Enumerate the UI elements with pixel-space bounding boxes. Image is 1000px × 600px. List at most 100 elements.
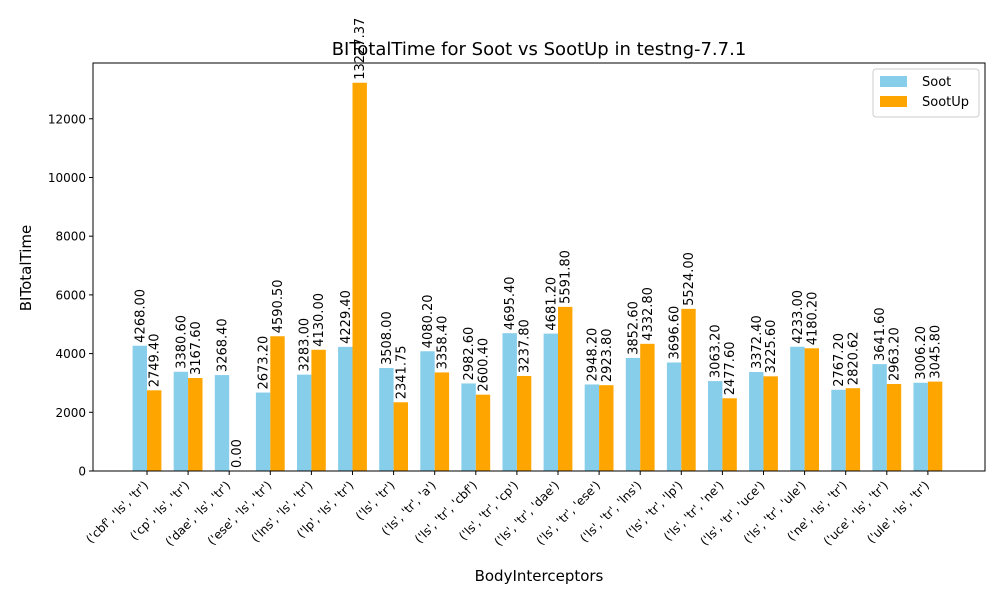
soot-bar: [749, 372, 764, 471]
y-tick-label: 4000: [55, 347, 86, 361]
bar-value-label: 0.00: [230, 439, 245, 468]
soot-bar: [831, 389, 846, 471]
soot-bar: [420, 351, 435, 471]
soot-bar: [379, 368, 394, 471]
bar-value-label: 4180.20: [805, 292, 820, 346]
sootup-bar: [599, 385, 614, 471]
y-tick-label: 0: [78, 465, 86, 479]
bar-value-label: 4229.40: [339, 290, 354, 344]
bar-value-label: 3237.80: [518, 319, 533, 373]
y-axis-ticks: 0 2000 4000 6000 8000 10000 12000: [48, 112, 93, 479]
soot-bar: [872, 364, 887, 471]
sootup-bar: [886, 384, 902, 471]
bar-value-label: 2749.40: [148, 334, 163, 388]
sootup-bar: [845, 388, 861, 471]
bars-group: [132, 82, 943, 472]
bar-value-label: 3063.20: [709, 324, 724, 378]
legend: Soot SootUp: [872, 68, 980, 118]
bar-value-label: 2948.20: [585, 328, 600, 382]
soot-bar: [255, 392, 271, 471]
x-axis-label: BodyInterceptors: [475, 567, 604, 585]
bar-value-label: 4695.40: [503, 276, 518, 330]
plot-area-frame: [92, 62, 986, 472]
bar-value-label: 2673.20: [257, 336, 272, 390]
bar-value-label: 5591.80: [559, 250, 574, 304]
y-tick-label: 2000: [55, 406, 86, 420]
bar-value-label: 4332.80: [641, 287, 656, 341]
bar-value-label: 4681.20: [544, 277, 559, 331]
bar-value-label: 3696.60: [668, 306, 683, 360]
bar-value-label: 3852.60: [627, 301, 642, 355]
soot-bar: [214, 375, 230, 471]
soot-bar: [543, 333, 558, 471]
legend-swatch: [880, 76, 907, 87]
bar-value-label: 3225.60: [764, 320, 779, 374]
soot-bar: [790, 346, 805, 471]
legend-swatch: [880, 96, 907, 107]
soot-bar: [708, 381, 723, 471]
bar-value-label: 2477.60: [723, 342, 738, 396]
soot-bar: [502, 333, 517, 471]
x-axis-ticks: ('cbf', 'ls', 'tr')('cp', 'ls', 'tr')('d…: [83, 471, 932, 549]
bar-value-label: 3268.40: [216, 318, 231, 372]
sootup-bar: [475, 394, 491, 471]
sootup-bar: [763, 376, 778, 471]
bar-value-label: 2963.20: [888, 327, 903, 381]
y-axis-label: BITotalTime: [17, 225, 35, 311]
bar-value-label: 2767.20: [832, 333, 847, 387]
bar-value-label: 4233.00: [791, 290, 806, 344]
soot-bar: [338, 346, 353, 471]
bar-value-label: 13227.37: [353, 18, 368, 80]
bar-value-label: 3358.40: [435, 316, 450, 370]
sootup-bar: [640, 343, 655, 471]
soot-bar: [913, 382, 928, 471]
bar-value-label: 3167.60: [189, 321, 204, 375]
y-tick-label: 12000: [48, 112, 86, 126]
bar-value-label: 4130.00: [312, 293, 327, 347]
chart-title: BITotalTime for Soot vs SootUp in testng…: [332, 39, 747, 60]
sootup-bar: [393, 402, 408, 471]
sootup-bar: [147, 390, 162, 471]
sootup-bar: [722, 398, 737, 471]
sootup-bar: [352, 82, 367, 472]
sootup-bar: [927, 381, 943, 471]
bar-value-label: 2600.40: [477, 338, 492, 392]
sootup-bar: [188, 378, 203, 471]
y-tick-label: 6000: [55, 288, 86, 302]
bar-value-label: 4080.20: [421, 294, 436, 348]
bar-value-label: 4268.00: [133, 289, 148, 343]
y-tick-label: 8000: [55, 230, 86, 244]
soot-bar: [173, 371, 189, 471]
bar-value-label: 2341.75: [394, 345, 409, 399]
legend-label: Soot: [922, 75, 951, 90]
soot-bar: [461, 383, 476, 471]
bar-value-label: 3508.00: [380, 311, 395, 365]
bar-value-label: 5524.00: [682, 252, 697, 306]
bar-value-label: 2923.80: [600, 328, 615, 382]
bar-value-label: 3372.40: [750, 315, 765, 369]
sootup-bar: [804, 348, 819, 471]
bar-value-label: 3380.60: [174, 315, 189, 369]
sootup-bar: [558, 306, 573, 471]
bar-value-label: 2982.60: [462, 327, 477, 381]
soot-bar: [666, 362, 682, 471]
soot-bar: [625, 357, 641, 471]
y-tick-label: 10000: [48, 171, 86, 185]
soot-bar: [132, 345, 147, 471]
sootup-bar: [516, 375, 532, 471]
sootup-bar: [270, 336, 285, 471]
bar-value-label: 3283.00: [298, 318, 313, 372]
soot-bar: [584, 384, 600, 471]
bar-value-label: 3006.20: [914, 326, 929, 380]
bar-value-label: 3641.60: [873, 307, 888, 361]
sootup-bar: [434, 372, 450, 471]
bar-value-label: 4590.50: [271, 279, 286, 333]
legend-label: SootUp: [922, 95, 969, 110]
bar-labels-group: 4268.00 3380.60 3268.40 2673.20 3283.00 4229.…: [133, 18, 943, 468]
bar-value-label: 3045.80: [929, 325, 944, 379]
sootup-bar: [311, 349, 326, 471]
sootup-bar: [681, 308, 696, 471]
bar-value-label: 2820.62: [846, 331, 861, 385]
soot-bar: [297, 374, 312, 471]
